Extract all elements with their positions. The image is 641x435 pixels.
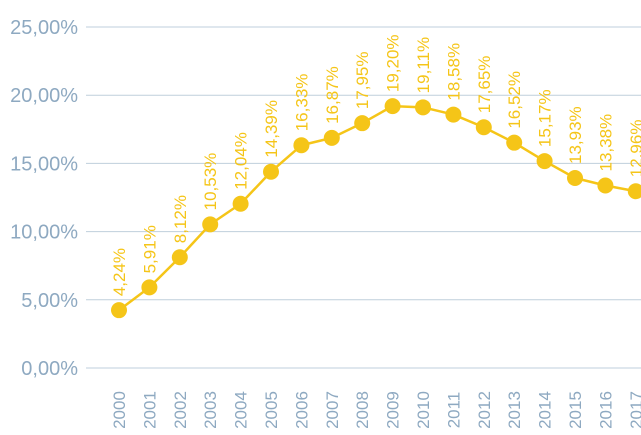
data-label: 19,11% xyxy=(414,37,433,93)
data-label: 17,95% xyxy=(353,51,372,109)
x-tick-label: 2006 xyxy=(292,391,311,429)
data-label: 10,53% xyxy=(201,153,220,211)
x-tick-label: 2011 xyxy=(444,392,463,429)
data-point xyxy=(506,134,523,151)
data-label: 13,93% xyxy=(566,106,585,164)
data-point xyxy=(111,302,127,319)
data-label: 15,17% xyxy=(536,89,555,147)
x-tick-label: 2009 xyxy=(384,391,403,429)
x-tick-label: 2002 xyxy=(171,391,190,429)
x-tick-label: 2001 xyxy=(140,391,159,429)
series-points xyxy=(111,98,641,319)
data-point xyxy=(323,129,340,146)
x-tick-label: 2012 xyxy=(475,391,494,429)
data-labels: 4,24% 5,91% 8,12% 10,53% 12,04% 14,39% 16,33% 1… xyxy=(110,34,641,296)
data-point xyxy=(354,115,371,132)
data-point xyxy=(445,106,462,123)
y-tick-label: 10,00% xyxy=(10,222,78,244)
x-tick-label: 2013 xyxy=(505,391,524,429)
x-tick-label: 2008 xyxy=(353,391,372,429)
data-label: 14,39% xyxy=(262,100,281,158)
data-point xyxy=(141,279,158,296)
data-point xyxy=(536,153,553,170)
data-point xyxy=(263,163,279,180)
data-label: 16,52% xyxy=(505,71,524,129)
data-point xyxy=(293,137,310,154)
data-label: 12,04% xyxy=(232,132,251,190)
data-label: 19,20% xyxy=(384,34,403,92)
y-tick-label: 5,00% xyxy=(21,290,78,312)
grid-lines xyxy=(86,26,641,369)
series-line-layer xyxy=(118,104,637,312)
x-tick-label: 2000 xyxy=(110,391,129,429)
x-tick-label: 2017 xyxy=(627,391,641,429)
data-point xyxy=(202,216,219,233)
data-label: 4,24% xyxy=(110,248,129,296)
data-point xyxy=(384,98,401,115)
data-point xyxy=(171,249,188,266)
data-label: 16,33% xyxy=(292,74,311,132)
y-tick-label: 0,00% xyxy=(21,358,78,380)
data-point xyxy=(567,169,583,186)
data-point xyxy=(232,195,249,212)
data-point xyxy=(415,99,431,116)
data-point xyxy=(627,183,641,200)
x-axis-ticks: 2000 2001 2002 2003 2004 2005 2006 2007 2008 2009… xyxy=(110,391,641,429)
data-point xyxy=(475,119,492,136)
x-tick-label: 2010 xyxy=(414,391,433,429)
y-tick-label: 15,00% xyxy=(10,153,78,175)
data-label: 8,12% xyxy=(171,195,190,243)
y-axis-ticks: 0,00% 5,00% 10,00% 15,00% 20,00% 25,00% xyxy=(10,17,78,380)
x-tick-label: 2014 xyxy=(536,391,555,429)
data-label: 12,96% xyxy=(627,120,641,178)
x-tick-label: 2015 xyxy=(566,391,585,429)
x-tick-label: 2005 xyxy=(262,391,281,429)
x-tick-label: 2003 xyxy=(201,391,220,429)
x-tick-label: 2016 xyxy=(596,391,615,429)
x-tick-label: 2004 xyxy=(232,391,251,429)
series-line xyxy=(118,104,637,312)
y-tick-label: 20,00% xyxy=(10,85,78,107)
x-tick-label: 2007 xyxy=(323,391,342,429)
data-label: 5,91% xyxy=(140,225,159,273)
data-label: 18,58% xyxy=(444,43,463,101)
data-label: 16,87% xyxy=(323,66,342,124)
data-label: 17,65% xyxy=(475,56,494,114)
data-label: 13,38% xyxy=(596,114,615,172)
data-point xyxy=(597,177,614,194)
y-tick-label: 25,00% xyxy=(10,17,78,39)
